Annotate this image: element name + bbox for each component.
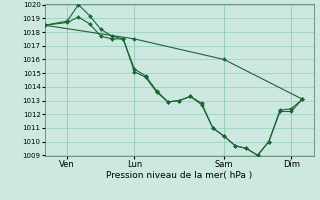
X-axis label: Pression niveau de la mer( hPa ): Pression niveau de la mer( hPa ) xyxy=(106,171,252,180)
